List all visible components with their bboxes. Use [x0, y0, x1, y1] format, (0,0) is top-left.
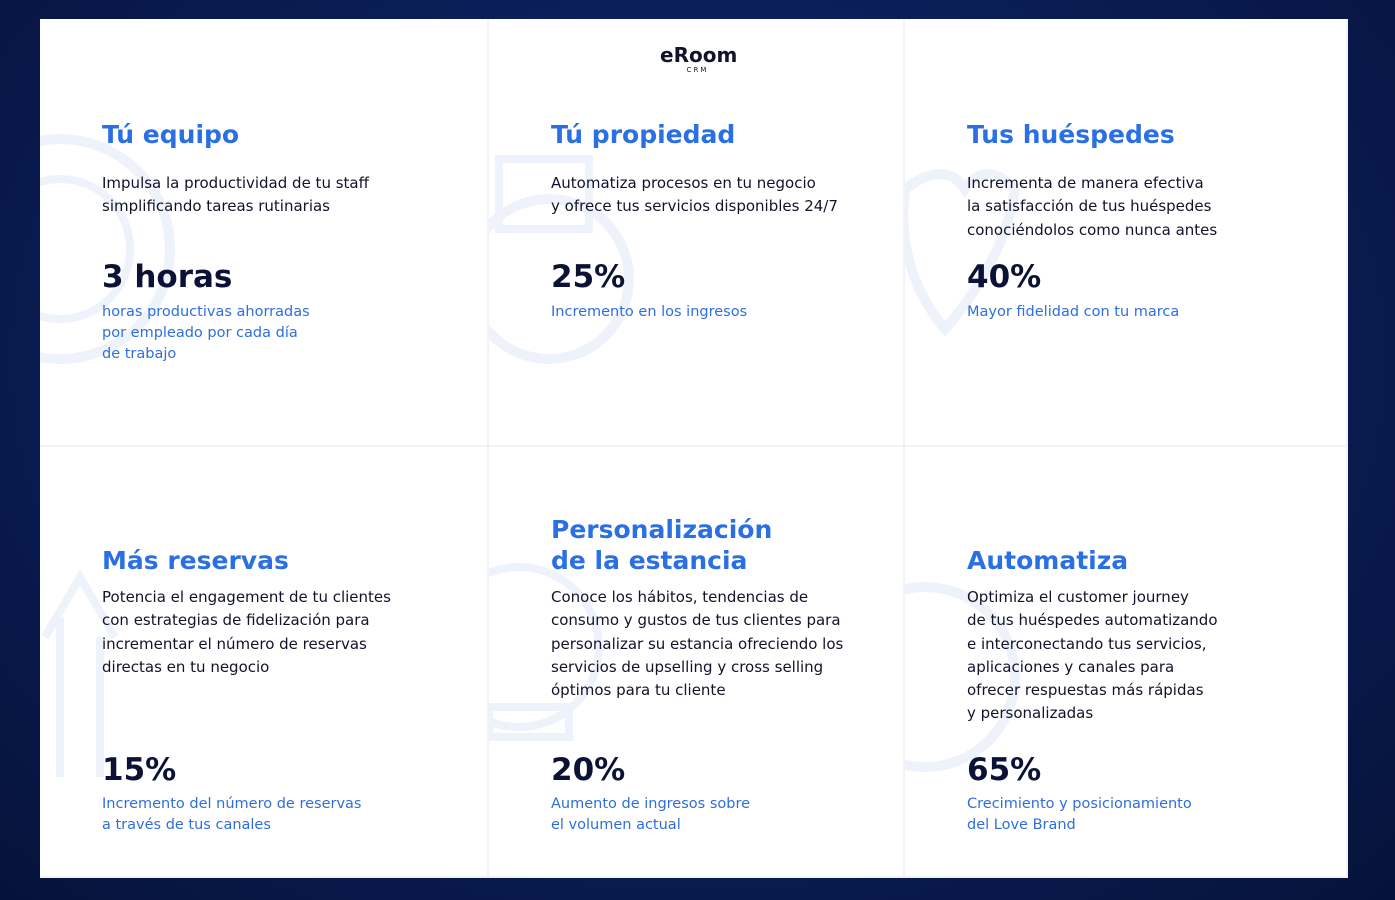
text-line: Aumento de ingresos sobre [551, 796, 751, 812]
text-line: y ofrece tus servicios disponibles 24/7 [551, 197, 838, 216]
feature-stat: 65% [967, 752, 1042, 788]
background-icon [905, 169, 1021, 337]
feature-title: Automatiza [967, 545, 1128, 576]
feature-description: Impulsa la productividad de tu staff simp… [102, 172, 369, 219]
feature-cell: Más reservas Potencia el engagement de tu… [40, 447, 489, 878]
text-line: Potencia el engagement de tu clientes [102, 588, 391, 606]
feature-stat-label: Aumento de ingresos sobre el volumen actu… [551, 794, 750, 836]
text-line: directas en tu negocio [102, 657, 270, 676]
text-line: simplificando tareas rutinarias [102, 197, 330, 216]
text-line: Conoce los hábitos, tendencias de [551, 588, 809, 606]
text-line: personalizar su estancia ofreciendo los [551, 634, 844, 653]
text-line: ofrecer respuestas más rápidas [967, 681, 1204, 700]
text-line: consumo y gustos de tus clientes para [551, 611, 841, 630]
feature-description: Automatiza procesos en tu negocio y ofrec… [551, 172, 838, 219]
text-line: Mayor fidelidad con tu marca [967, 304, 1180, 320]
logo: eRoom CRM [660, 43, 738, 74]
feature-cell: Automatiza Optimiza el customer journey de… [905, 447, 1348, 878]
text-line: el volumen actual [551, 817, 681, 833]
background-icon [41, 569, 119, 777]
feature-cell: Tus huéspedes Incrementa de manera efecti… [905, 19, 1348, 447]
text-line: a través de tus canales [102, 817, 271, 833]
text-line: Crecimiento y posicionamiento [967, 796, 1192, 812]
logo-name: eRoom [660, 43, 738, 67]
feature-stat-label: Incremento del número de reservas a travé… [102, 794, 361, 836]
text-line: Incrementa de manera efectiva [967, 174, 1204, 192]
text-line: con estrategias de fidelización para [102, 611, 370, 630]
text-line: Más reservas [102, 546, 289, 575]
feature-stat-label: Crecimiento y posicionamiento del Love Br… [967, 794, 1192, 836]
text-line: Incremento del número de reservas [102, 796, 362, 812]
text-line: la satisfacción de tus huéspedes [967, 197, 1212, 216]
feature-stat: 20% [551, 752, 626, 788]
text-line: por empleado por cada día [102, 325, 298, 341]
background-icon [489, 563, 603, 741]
feature-cell: Personalización de la estancia Conoce los … [489, 447, 905, 878]
text-line: servicios de upselling y cross selling [551, 657, 824, 676]
text-line: horas productivas ahorradas [102, 304, 310, 320]
feature-stat-label: Incremento en los ingresos [551, 302, 747, 323]
text-line: incrementar el número de reservas [102, 634, 367, 653]
text-line: e interconectando tus servicios, [967, 634, 1207, 653]
feature-title: Tus huéspedes [967, 119, 1175, 150]
background-icon [905, 582, 1020, 772]
text-line: aplicaciones y canales para [967, 657, 1175, 676]
text-line: Automatiza procesos en tu negocio [551, 174, 816, 192]
text-line: Tú propiedad [551, 120, 736, 149]
text-line: Impulsa la productividad de tu staff [102, 174, 369, 192]
feature-stat-label: horas productivas ahorradas por empleado … [102, 302, 310, 365]
background-icon [489, 155, 634, 364]
feature-stat-label: Mayor fidelidad con tu marca [967, 302, 1179, 323]
feature-description: Potencia el engagement de tu clientes con… [102, 586, 391, 679]
feature-description: Optimiza el customer journey de tus huésp… [967, 586, 1218, 726]
feature-description: Incrementa de manera efectiva la satisfac… [967, 172, 1217, 242]
text-line: Tú equipo [102, 120, 240, 149]
text-line: Tus huéspedes [967, 120, 1175, 149]
feature-cell: Tú propiedad Automatiza procesos en tu ne… [489, 19, 905, 447]
background-icon [40, 134, 175, 364]
text-line: óptimos para tu cliente [551, 681, 726, 700]
text-line: de la estancia [551, 546, 748, 575]
text-line: conociéndolos como nunca antes [967, 220, 1218, 239]
text-line: de tus huéspedes automatizando [967, 611, 1218, 630]
card: Tú equipo Impulsa la productividad de tu … [40, 19, 1348, 878]
text-line: Personalización [551, 515, 773, 544]
feature-title: Personalización de la estancia [551, 514, 772, 576]
text-line: de trabajo [102, 346, 177, 362]
feature-title: Tú propiedad [551, 119, 735, 150]
feature-title: Tú equipo [102, 119, 239, 150]
text-line: Optimiza el customer journey [967, 588, 1189, 606]
feature-stat: 15% [102, 752, 177, 788]
feature-title: Más reservas [102, 545, 289, 576]
text-line: y personalizadas [967, 704, 1094, 723]
feature-stat: 40% [967, 259, 1042, 295]
feature-stat: 3 horas [102, 259, 233, 295]
text-line: del Love Brand [967, 817, 1076, 833]
feature-description: Conoce los hábitos, tendencias de consumo… [551, 586, 843, 702]
feature-cell: Tú equipo Impulsa la productividad de tu … [40, 19, 489, 447]
feature-stat: 25% [551, 259, 626, 295]
logo-sub: CRM [686, 66, 709, 74]
text-line: Automatiza [967, 546, 1129, 575]
text-line: Incremento en los ingresos [551, 304, 748, 320]
